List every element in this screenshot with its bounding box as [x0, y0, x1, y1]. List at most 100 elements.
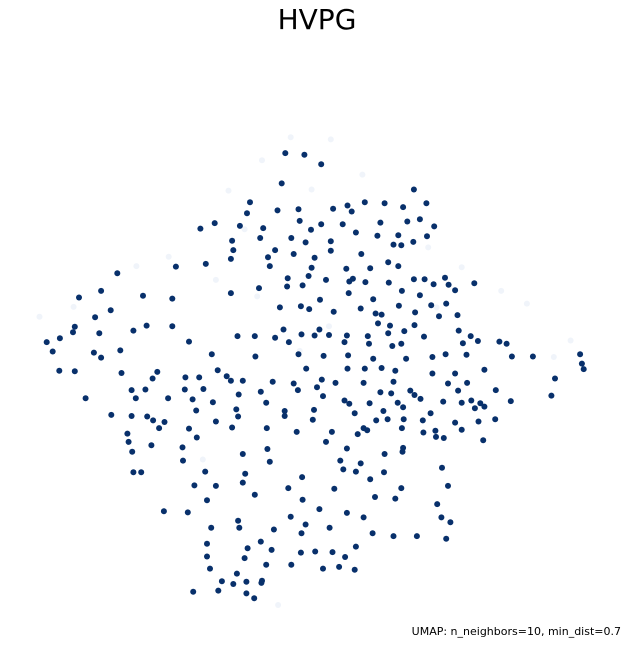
data-point	[336, 563, 343, 570]
data-point	[242, 470, 249, 477]
data-point	[294, 387, 301, 394]
data-point	[477, 400, 484, 407]
data-point	[377, 219, 384, 226]
data-point	[346, 278, 353, 285]
data-point	[471, 280, 478, 287]
data-point	[132, 395, 139, 402]
data-point	[298, 530, 305, 537]
data-point	[318, 376, 325, 383]
data-point	[235, 391, 242, 398]
data-point	[440, 398, 447, 405]
data-point	[480, 437, 487, 444]
data-point	[305, 273, 312, 279]
data-point	[337, 457, 344, 464]
data-point	[125, 438, 132, 445]
data-point	[318, 161, 325, 168]
faint-data-point	[326, 323, 332, 330]
data-point	[364, 333, 371, 340]
data-point	[202, 468, 209, 475]
data-point	[299, 282, 306, 289]
data-point	[358, 251, 365, 257]
data-point	[295, 206, 302, 213]
data-point	[372, 494, 378, 500]
data-point	[373, 417, 380, 424]
data-point	[239, 479, 246, 486]
faint-data-point	[133, 263, 140, 270]
data-point	[332, 379, 339, 386]
data-point	[193, 434, 200, 441]
data-point	[429, 370, 436, 377]
data-point	[129, 448, 136, 455]
data-point	[143, 322, 150, 329]
data-point	[351, 566, 358, 573]
data-point	[320, 565, 326, 572]
data-point	[309, 416, 316, 423]
faint-data-point	[165, 253, 172, 260]
data-point	[345, 352, 352, 359]
data-point	[398, 425, 405, 432]
data-point	[331, 485, 338, 492]
data-point	[394, 399, 401, 406]
data-point	[282, 150, 289, 157]
data-point	[380, 408, 387, 414]
data-point	[204, 553, 210, 560]
data-point	[468, 397, 475, 404]
data-point	[344, 365, 351, 372]
data-point	[343, 265, 350, 272]
data-point	[243, 578, 250, 585]
data-point	[458, 399, 465, 406]
data-point	[400, 404, 407, 411]
data-point	[529, 353, 536, 360]
data-point	[344, 202, 351, 209]
data-point	[43, 339, 50, 346]
data-point	[239, 451, 246, 457]
data-point	[326, 332, 332, 338]
data-point	[90, 349, 97, 356]
data-point	[398, 485, 405, 492]
data-point	[343, 445, 350, 452]
data-point	[281, 408, 288, 414]
data-point	[578, 360, 585, 367]
data-point	[385, 330, 392, 337]
faint-data-point	[275, 602, 282, 608]
data-point	[130, 469, 137, 476]
data-point	[160, 508, 167, 515]
data-point	[98, 354, 105, 361]
data-point	[314, 384, 320, 391]
data-point	[263, 425, 270, 432]
data-point	[427, 410, 434, 417]
data-point	[320, 393, 326, 400]
data-point	[341, 339, 348, 346]
data-point	[263, 399, 270, 406]
data-point	[214, 367, 221, 374]
data-point	[312, 548, 319, 555]
data-point	[436, 313, 442, 320]
data-point	[433, 433, 439, 440]
data-point	[234, 333, 241, 340]
data-point	[197, 225, 204, 232]
data-point	[445, 281, 452, 288]
data-point	[496, 338, 503, 345]
data-point	[378, 365, 385, 371]
data-point	[390, 241, 397, 248]
data-point	[351, 410, 358, 417]
data-point	[284, 283, 291, 290]
data-point	[124, 430, 131, 437]
data-point	[287, 513, 294, 520]
data-point	[257, 388, 264, 395]
data-point	[172, 263, 179, 270]
data-point	[269, 378, 276, 385]
data-point	[118, 370, 125, 376]
data-point	[204, 497, 210, 504]
data-point	[471, 405, 478, 412]
data-point	[148, 442, 155, 449]
data-point	[258, 579, 265, 586]
data-point	[268, 546, 275, 553]
data-point	[209, 399, 216, 406]
data-point	[385, 279, 392, 286]
data-point	[410, 186, 417, 193]
data-point	[412, 309, 419, 316]
faint-data-point	[567, 337, 574, 344]
data-point	[357, 305, 364, 312]
data-point	[340, 466, 347, 473]
